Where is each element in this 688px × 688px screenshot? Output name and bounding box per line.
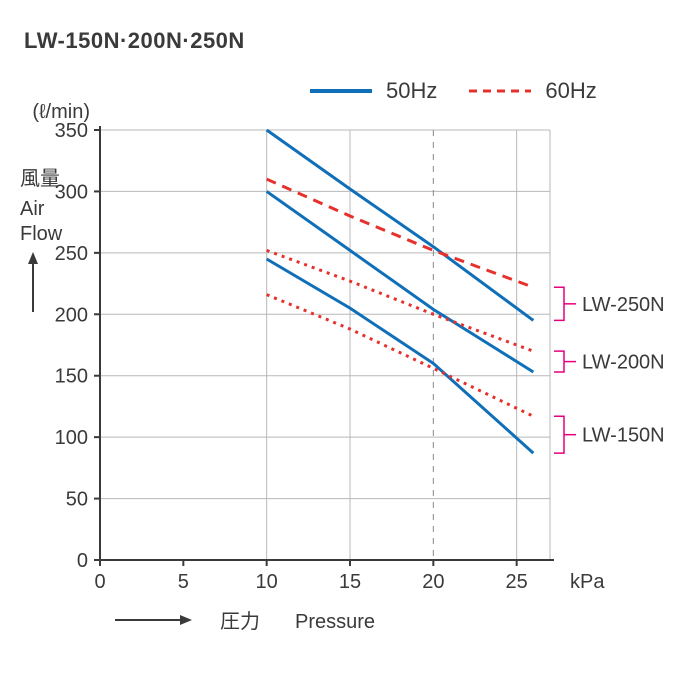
y-tick: 0 — [77, 550, 88, 572]
series-LW-150N-50Hz — [267, 259, 534, 453]
series-LW-250N-60Hz — [267, 179, 534, 287]
x-tick: 10 — [256, 571, 278, 593]
x-tick: 25 — [506, 571, 528, 593]
x-tick: 0 — [94, 571, 105, 593]
y-tick: 100 — [55, 427, 88, 449]
y-tick: 200 — [55, 304, 88, 326]
x-tick: 20 — [422, 571, 444, 593]
bracket — [554, 416, 564, 453]
x-label-en: Pressure — [295, 611, 375, 633]
y-label-jp: 風量 — [20, 168, 60, 190]
chart-svg: 0501001502002503003500510152025(ℓ/min)風量… — [0, 0, 688, 688]
y-label-en1: Air — [20, 198, 45, 220]
bracket — [554, 351, 564, 372]
series-label: LW-250N — [582, 294, 665, 316]
y-tick: 150 — [55, 366, 88, 388]
y-tick: 350 — [55, 120, 88, 142]
x-tick: 15 — [339, 571, 361, 593]
series-LW-200N-60Hz — [267, 250, 534, 351]
series-LW-250N-50Hz — [267, 130, 534, 320]
series-label: LW-200N — [582, 352, 665, 374]
y-label-en2: Flow — [20, 223, 63, 245]
x-unit: kPa — [570, 571, 605, 593]
x-label-jp: 圧力 — [220, 610, 260, 633]
bracket — [554, 287, 564, 320]
series-LW-150N-60Hz — [267, 295, 534, 417]
series-label: LW-150N — [582, 425, 665, 447]
y-tick: 250 — [55, 243, 88, 265]
y-unit: (ℓ/min) — [32, 101, 90, 123]
y-tick: 50 — [66, 489, 88, 511]
x-tick: 5 — [178, 571, 189, 593]
